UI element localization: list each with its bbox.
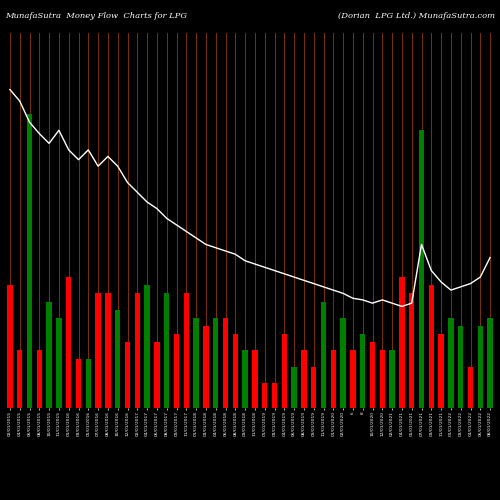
Bar [301, 350, 306, 408]
Bar [194, 318, 199, 408]
Bar [164, 294, 170, 408]
Bar [321, 302, 326, 408]
Bar [330, 350, 336, 408]
Bar [419, 130, 424, 407]
Bar [262, 383, 268, 407]
Bar [380, 350, 385, 408]
Bar [203, 326, 208, 407]
Bar [340, 318, 346, 408]
Bar [272, 383, 277, 407]
Bar [399, 277, 404, 407]
Bar [66, 277, 71, 407]
Bar [428, 285, 434, 408]
Bar [438, 334, 444, 407]
Bar [409, 294, 414, 408]
Bar [7, 285, 12, 408]
Bar [17, 350, 22, 408]
Bar [125, 342, 130, 407]
Bar [46, 302, 52, 408]
Bar [448, 318, 454, 408]
Bar [242, 350, 248, 408]
Bar [105, 294, 110, 408]
Bar [468, 366, 473, 408]
Bar [232, 334, 238, 407]
Bar [488, 318, 493, 408]
Bar [390, 350, 395, 408]
Bar [282, 334, 287, 407]
Bar [478, 326, 483, 407]
Text: MunafaSutra  Money Flow  Charts for LPG: MunafaSutra Money Flow Charts for LPG [5, 12, 187, 20]
Bar [86, 358, 91, 408]
Bar [350, 350, 356, 408]
Bar [213, 318, 218, 408]
Bar [56, 318, 62, 408]
Bar [36, 350, 42, 408]
Bar [76, 358, 81, 408]
Bar [360, 334, 366, 407]
Bar [252, 350, 258, 408]
Bar [115, 310, 120, 408]
Bar [370, 342, 375, 407]
Bar [223, 318, 228, 408]
Bar [154, 342, 160, 407]
Text: (Dorian  LPG Ltd.) MunafaSutra.com: (Dorian LPG Ltd.) MunafaSutra.com [338, 12, 495, 20]
Bar [174, 334, 179, 407]
Bar [184, 294, 189, 408]
Bar [458, 326, 464, 407]
Bar [292, 366, 297, 408]
Bar [144, 285, 150, 408]
Bar [96, 294, 101, 408]
Bar [134, 294, 140, 408]
Bar [27, 114, 32, 408]
Bar [311, 366, 316, 408]
